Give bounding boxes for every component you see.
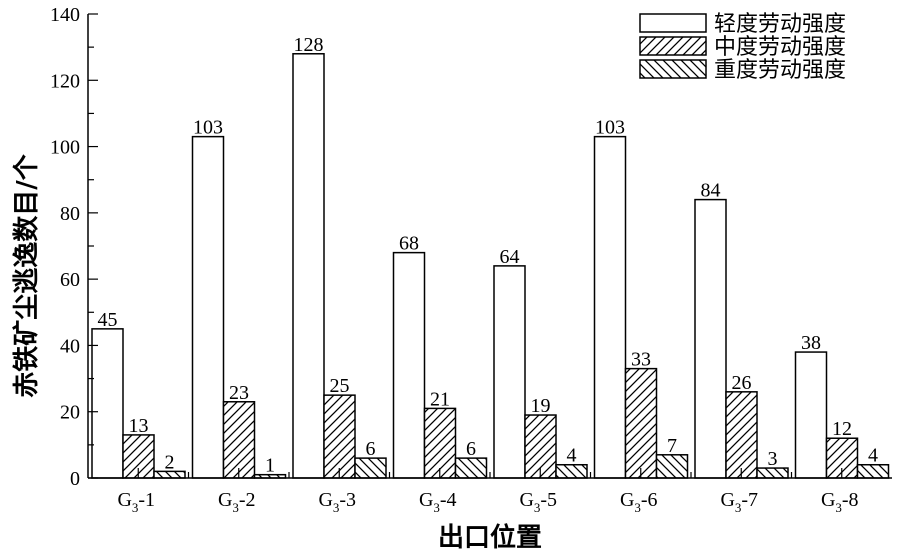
- bar-2-series-1: [191, 135, 225, 479]
- bar-4-series-2: [423, 407, 457, 479]
- x-tick-label-6: G3-6: [620, 489, 658, 515]
- bar-3-series-1: [292, 53, 325, 479]
- bar-6-series-2: [624, 367, 658, 479]
- y-tick-label: 140: [50, 4, 80, 26]
- data-label-3-series-2: 25: [330, 375, 350, 397]
- legend-label-2: 中度劳动强度: [714, 35, 846, 60]
- bar-6-series-1: [593, 135, 627, 479]
- data-label-4-series-3: 6: [466, 438, 476, 460]
- x-tick-label-2: G3-2: [218, 489, 256, 515]
- bars-group: [91, 53, 890, 479]
- data-label-5-series-1: 64: [500, 246, 520, 268]
- y-tick-label: 40: [60, 335, 80, 357]
- y-axis-title: 赤铁矿尘逃逸数目/个: [11, 153, 42, 397]
- legend-label-3: 重度劳动强度: [714, 58, 846, 83]
- legend-swatch-1: [639, 13, 707, 33]
- y-tick-label: 20: [60, 402, 80, 424]
- legend-label-1: 轻度劳动强度: [714, 12, 846, 37]
- bar-4-series-1: [392, 251, 426, 479]
- data-label-2-series-2: 23: [229, 382, 249, 404]
- data-label-8-series-3: 4: [868, 445, 878, 467]
- bar-2-series-2: [222, 401, 256, 479]
- data-label-7-series-3: 3: [768, 448, 778, 470]
- data-label-5-series-3: 4: [567, 445, 577, 467]
- x-tick-label-3: G3-3: [318, 489, 356, 515]
- data-label-1-series-2: 13: [129, 415, 149, 437]
- data-label-2-series-1: 103: [193, 117, 223, 139]
- data-label-6-series-2: 33: [631, 349, 651, 371]
- data-label-2-series-3: 1: [265, 455, 275, 477]
- y-tick-label: 60: [60, 269, 80, 291]
- data-label-4-series-2: 21: [430, 388, 450, 410]
- x-tick-label-4: G3-4: [419, 489, 457, 515]
- data-label-4-series-1: 68: [399, 233, 419, 255]
- x-tick-label-8: G3-8: [821, 489, 859, 515]
- data-label-1-series-3: 2: [165, 451, 175, 473]
- y-tick-label: 100: [50, 137, 80, 159]
- bar-1-series-1: [91, 328, 124, 479]
- x-tick-label-7: G3-7: [720, 489, 758, 515]
- data-label-7-series-2: 26: [732, 372, 752, 394]
- bar-3-series-3: [354, 457, 387, 479]
- legend-swatch-2: [639, 36, 707, 56]
- data-label-3-series-1: 128: [294, 34, 324, 56]
- data-label-3-series-3: 6: [366, 438, 376, 460]
- data-label-6-series-1: 103: [595, 117, 625, 139]
- y-tick-label: 0: [70, 468, 80, 490]
- data-label-7-series-1: 84: [701, 180, 721, 202]
- bar-8-series-1: [794, 351, 828, 479]
- data-label-8-series-2: 12: [832, 418, 852, 440]
- data-labels-group: 4513210323112825668216641941033378426338…: [98, 34, 879, 477]
- bar-5-series-1: [493, 265, 526, 479]
- bar-7-series-1: [694, 198, 727, 479]
- bar-6-series-3: [655, 454, 689, 479]
- data-label-6-series-3: 7: [667, 435, 677, 457]
- y-tick-label: 120: [50, 70, 80, 92]
- x-tick-label-1: G3-1: [117, 489, 155, 515]
- data-label-1-series-1: 45: [98, 309, 118, 331]
- bar-7-series-2: [725, 391, 758, 479]
- y-tick-label: 80: [60, 203, 80, 225]
- axes-group: G3-1 G3-2 G3-3 G3-4 G3-5 G3-6 G3-7 G3-8 0 20 40 60 8…: [50, 4, 892, 515]
- x-axis-title: 出口位置: [438, 522, 542, 552]
- bar-4-series-3: [454, 457, 488, 479]
- legend-swatch-3: [639, 59, 707, 79]
- bar-3-series-2: [323, 394, 356, 479]
- bar-5-series-2: [524, 414, 557, 479]
- data-label-8-series-1: 38: [801, 332, 821, 354]
- x-tick-label-5: G3-5: [519, 489, 557, 515]
- data-label-5-series-2: 19: [531, 395, 551, 417]
